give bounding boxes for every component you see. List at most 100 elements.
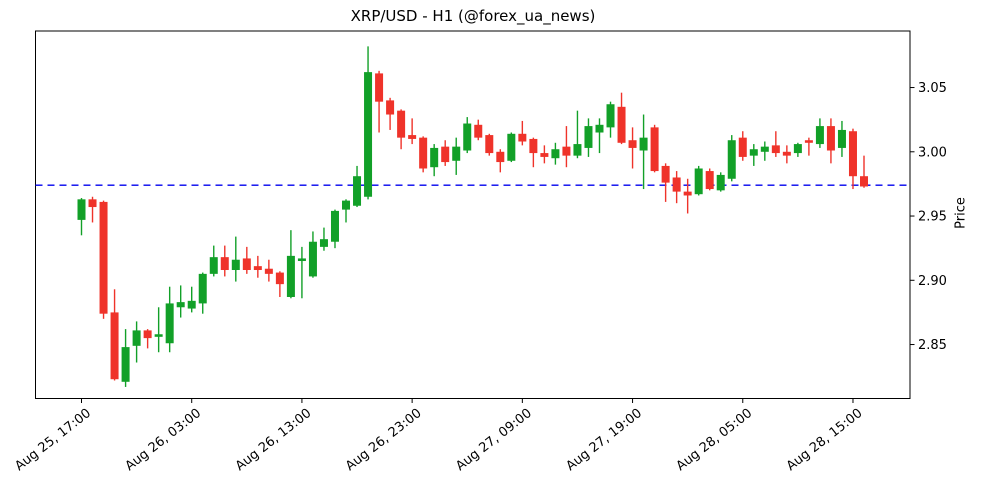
candle-body — [782, 151, 791, 156]
candle-body — [441, 146, 450, 163]
candle — [353, 165, 362, 208]
candle-body — [77, 199, 86, 220]
candle-body — [176, 302, 185, 308]
candle — [672, 171, 681, 204]
candle — [220, 245, 229, 277]
candle — [408, 118, 417, 145]
candle — [518, 120, 527, 146]
candle-body — [793, 144, 802, 154]
candle — [540, 145, 549, 164]
candle — [88, 196, 97, 223]
candle — [694, 165, 703, 196]
candle — [110, 289, 119, 381]
candle-body — [319, 239, 328, 247]
candle-body — [275, 272, 284, 285]
candle-body — [242, 258, 251, 271]
candle-body — [694, 168, 703, 195]
candle — [793, 142, 802, 157]
candle-body — [683, 191, 692, 196]
candle — [253, 255, 262, 278]
candle-body — [485, 135, 494, 154]
candle — [419, 136, 428, 173]
y-tick-label: 2.90 — [918, 274, 947, 289]
candle — [319, 227, 328, 251]
candle — [529, 137, 538, 168]
candle — [628, 127, 637, 169]
candle — [595, 118, 604, 154]
candle-body — [540, 153, 549, 157]
candle — [650, 124, 659, 173]
candle — [264, 259, 273, 282]
candle — [143, 329, 152, 349]
candle — [209, 245, 218, 277]
candle-body — [220, 257, 229, 271]
candle — [639, 114, 648, 190]
y-tick-label: 2.85 — [918, 338, 947, 353]
x-tick-label: Aug 25, 17:00 — [12, 406, 94, 474]
candle-body — [815, 126, 824, 145]
candle — [452, 137, 461, 175]
candle-body — [253, 266, 262, 271]
candle-body — [727, 140, 736, 179]
candle-body — [507, 133, 516, 161]
candle — [738, 131, 747, 161]
candle — [474, 119, 483, 141]
plot-border — [35, 30, 911, 399]
candle — [485, 133, 494, 156]
candle-body — [661, 165, 670, 183]
candle-body — [650, 127, 659, 172]
candle-body — [529, 138, 538, 154]
candle — [121, 329, 130, 387]
candle — [231, 236, 240, 282]
candle-body — [518, 133, 527, 142]
candle-body — [364, 72, 373, 197]
candle-body — [562, 146, 571, 156]
candle-body — [463, 123, 472, 151]
candle — [176, 285, 185, 318]
candle-body — [551, 149, 560, 159]
candle — [242, 246, 251, 274]
candle — [132, 321, 141, 363]
candle — [496, 149, 505, 173]
candle — [848, 128, 857, 190]
candle-body — [826, 126, 835, 151]
candle-body — [154, 334, 163, 337]
candle-body — [705, 171, 714, 190]
y-axis-label: Price — [953, 197, 969, 229]
candle — [364, 46, 373, 200]
candle — [683, 178, 692, 214]
candle — [286, 230, 295, 299]
candle — [760, 141, 769, 161]
candle-body — [837, 129, 846, 148]
candle-body — [209, 257, 218, 274]
x-tick-label: Aug 26, 03:00 — [123, 406, 205, 474]
candle — [77, 198, 86, 236]
candle — [397, 109, 406, 150]
candle — [507, 132, 516, 163]
candle — [99, 200, 108, 319]
candle-body — [132, 330, 141, 346]
candle — [154, 307, 163, 353]
candle — [860, 155, 868, 188]
candle — [275, 271, 284, 297]
candle — [584, 118, 593, 157]
candle-body — [639, 137, 648, 151]
candle — [837, 120, 846, 157]
candle-body — [330, 210, 339, 242]
candle-body — [286, 255, 295, 297]
y-axis-ticks: 2.85 2.90 2.95 3.00 3.05 — [910, 81, 947, 353]
candle — [826, 118, 835, 164]
candle — [727, 135, 736, 182]
candle — [441, 140, 450, 166]
y-tick-label: 3.05 — [918, 81, 947, 96]
candle — [297, 246, 306, 299]
x-tick-label: Aug 27, 09:00 — [453, 406, 535, 474]
candle-body — [628, 140, 637, 148]
candle — [617, 92, 626, 145]
candle-body — [771, 145, 780, 154]
candle-body — [738, 137, 747, 157]
candle-body — [187, 300, 196, 309]
candle-body — [165, 303, 174, 344]
